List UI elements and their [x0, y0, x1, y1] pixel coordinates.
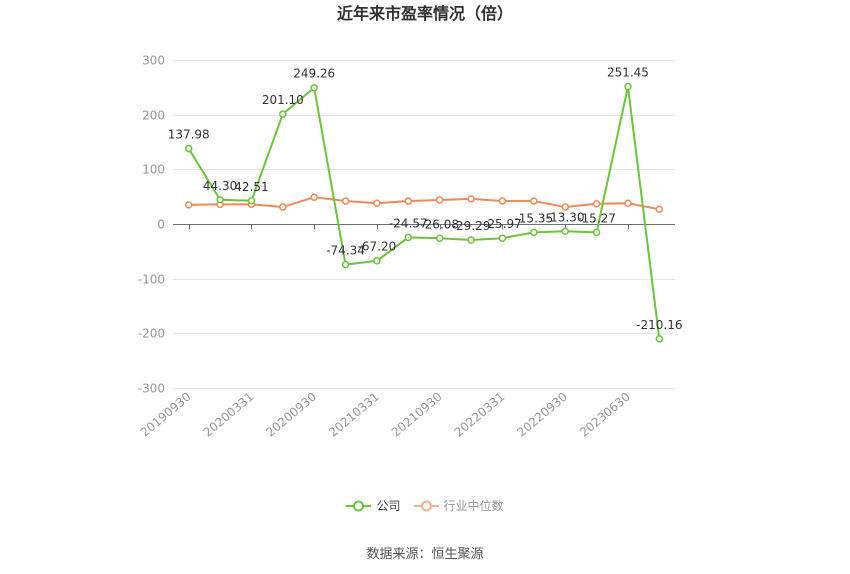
data-label: -25.97 [483, 217, 522, 231]
series-company [184, 82, 664, 343]
x-tick-label: 20230630 [577, 390, 633, 440]
data-label: 201.10 [262, 93, 304, 107]
data-point-company [341, 260, 350, 269]
data-point-company [404, 233, 413, 242]
data-label: 44.30 [203, 179, 237, 193]
series-industry-median [184, 193, 664, 213]
data-point-industry-median [435, 196, 444, 204]
data-point-company [561, 227, 569, 236]
legend-item-industry-median[interactable]: 行业中位数 [413, 499, 504, 513]
x-tick-label: 20200930 [263, 390, 319, 440]
data-point-industry-median [341, 197, 350, 205]
series-line-industry-median [188, 196, 660, 211]
data-label: 251.45 [607, 66, 649, 80]
data-point-industry-median [310, 193, 318, 201]
y-tick-label: -300 [138, 382, 165, 396]
data-point-company [184, 144, 193, 153]
data-point-industry-median [624, 199, 632, 207]
data-point-company [467, 236, 475, 244]
data-label: 137.98 [168, 128, 210, 142]
y-tick-label: 100 [142, 163, 165, 177]
x-tick-label: 20220331 [452, 390, 508, 440]
data-point-industry-median [530, 197, 538, 205]
data-label: -13.30 [546, 210, 585, 224]
legend: 公司 行业中位数 [0, 497, 850, 515]
data-label: -210.16 [636, 318, 682, 332]
data-point-industry-median [655, 205, 664, 213]
x-tick-label: 20220930 [514, 390, 570, 440]
data-label: -74.34 [326, 244, 365, 258]
data-point-company [655, 335, 664, 343]
data-point-company [373, 256, 381, 265]
data-label: -15.35 [514, 211, 553, 225]
y-tick-label: 200 [142, 109, 165, 123]
legend-item-company[interactable]: 公司 [346, 499, 401, 513]
y-tick-label: 0 [157, 218, 165, 232]
line-marker-icon [346, 500, 372, 512]
data-point-company [310, 83, 318, 92]
x-tick-label: 20190930 [138, 390, 194, 440]
data-point-industry-median [592, 200, 601, 208]
data-label: -26.08 [420, 217, 459, 231]
data-point-company [624, 82, 632, 91]
y-tick-label: 300 [142, 54, 165, 68]
data-label: -29.29 [452, 219, 491, 233]
x-tick-label: 20210930 [389, 390, 445, 440]
series-line-company [187, 85, 661, 340]
data-point-company [247, 197, 256, 205]
data-label: -15.27 [577, 211, 616, 225]
data-point-industry-median [467, 195, 475, 203]
source-note: 数据来源：恒生聚源 [366, 547, 484, 562]
data-point-industry-median [561, 203, 569, 211]
data-point-industry-median [184, 201, 193, 209]
data-point-company [530, 228, 538, 237]
line-marker-icon [413, 500, 439, 512]
x-tick-label: 20200331 [201, 390, 257, 440]
data-point-industry-median [404, 197, 413, 205]
data-point-industry-median [279, 203, 287, 211]
data-point-company [498, 234, 507, 242]
x-tick-label: 20210331 [326, 390, 382, 440]
data-point-company [279, 110, 287, 118]
data-label: -24.57 [389, 216, 428, 230]
y-tick-label: -200 [138, 327, 165, 341]
data-label: 249.26 [293, 67, 335, 81]
data-point-company [435, 234, 444, 243]
legend-label-company: 公司 [376, 499, 401, 513]
chart-title: 近年来市盈率情况（倍） [336, 4, 513, 23]
grid-lines [173, 60, 675, 389]
data-label: 42.51 [234, 180, 268, 194]
data-point-company [216, 196, 224, 204]
y-tick-label: -100 [138, 273, 165, 287]
data-point-industry-median [373, 199, 381, 207]
data-point-industry-median [498, 197, 507, 205]
data-point-company [592, 228, 601, 237]
legend-label-industry-median: 行业中位数 [443, 499, 504, 513]
data-label: -67.20 [358, 240, 397, 254]
